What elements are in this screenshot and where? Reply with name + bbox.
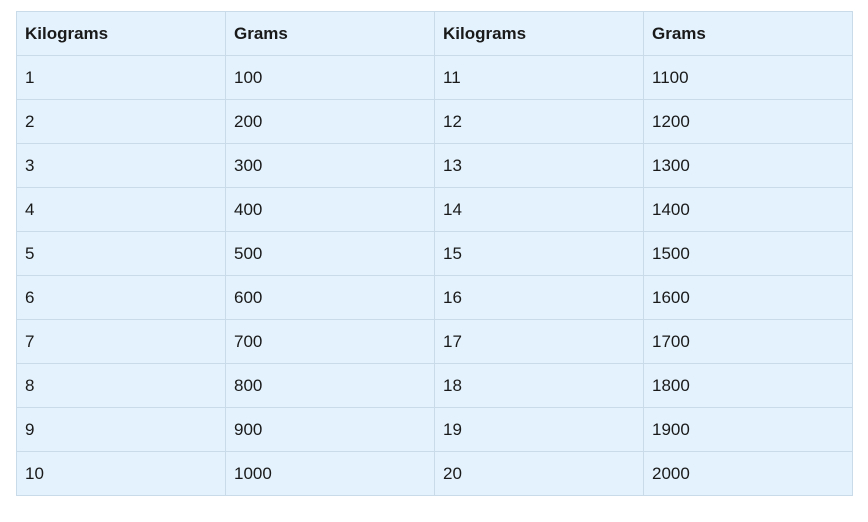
cell-grams: 200 (225, 99, 435, 144)
cell-kilograms: 7 (16, 319, 226, 364)
cell-kilograms: 13 (434, 143, 644, 188)
cell-grams: 800 (225, 363, 435, 408)
conversion-table-container: Kilograms Grams Kilograms Grams 1 100 11 11… (16, 11, 853, 496)
cell-grams: 1600 (643, 275, 853, 320)
cell-kilograms: 14 (434, 187, 644, 232)
header-grams: Grams (225, 11, 435, 56)
cell-kilograms: 3 (16, 143, 226, 188)
cell-kilograms: 18 (434, 363, 644, 408)
cell-grams: 1700 (643, 319, 853, 364)
cell-grams: 1300 (643, 143, 853, 188)
table-row: 5 500 15 1500 (16, 231, 853, 276)
cell-grams: 100 (225, 55, 435, 100)
cell-grams: 500 (225, 231, 435, 276)
cell-kilograms: 17 (434, 319, 644, 364)
cell-kilograms: 15 (434, 231, 644, 276)
cell-kilograms: 5 (16, 231, 226, 276)
table-header-row: Kilograms Grams Kilograms Grams (16, 11, 853, 56)
cell-grams: 400 (225, 187, 435, 232)
cell-kilograms: 19 (434, 407, 644, 452)
cell-grams: 700 (225, 319, 435, 364)
cell-kilograms: 11 (434, 55, 644, 100)
cell-kilograms: 2 (16, 99, 226, 144)
header-kilograms: Kilograms (16, 11, 226, 56)
table-row: 6 600 16 1600 (16, 275, 853, 320)
cell-kilograms: 20 (434, 451, 644, 496)
table-row: 1 100 11 1100 (16, 55, 853, 100)
table-row: 3 300 13 1300 (16, 143, 853, 188)
cell-grams: 1000 (225, 451, 435, 496)
cell-grams: 600 (225, 275, 435, 320)
table-row: 9 900 19 1900 (16, 407, 853, 452)
cell-kilograms: 4 (16, 187, 226, 232)
kilograms-grams-table: Kilograms Grams Kilograms Grams 1 100 11 11… (16, 11, 853, 496)
cell-grams: 1800 (643, 363, 853, 408)
header-kilograms: Kilograms (434, 11, 644, 56)
cell-grams: 1900 (643, 407, 853, 452)
table-row: 10 1000 20 2000 (16, 451, 853, 496)
header-grams: Grams (643, 11, 853, 56)
table-body: 1 100 11 1100 2 200 12 1200 3 300 13 1300 4 400 14 1400… (16, 55, 853, 496)
cell-kilograms: 16 (434, 275, 644, 320)
table-row: 8 800 18 1800 (16, 363, 853, 408)
cell-kilograms: 12 (434, 99, 644, 144)
cell-grams: 300 (225, 143, 435, 188)
cell-grams: 900 (225, 407, 435, 452)
cell-grams: 1400 (643, 187, 853, 232)
cell-grams: 2000 (643, 451, 853, 496)
cell-kilograms: 6 (16, 275, 226, 320)
cell-kilograms: 1 (16, 55, 226, 100)
table-row: 4 400 14 1400 (16, 187, 853, 232)
cell-grams: 1100 (643, 55, 853, 100)
cell-grams: 1200 (643, 99, 853, 144)
table-row: 7 700 17 1700 (16, 319, 853, 364)
table-row: 2 200 12 1200 (16, 99, 853, 144)
cell-grams: 1500 (643, 231, 853, 276)
cell-kilograms: 10 (16, 451, 226, 496)
cell-kilograms: 9 (16, 407, 226, 452)
cell-kilograms: 8 (16, 363, 226, 408)
